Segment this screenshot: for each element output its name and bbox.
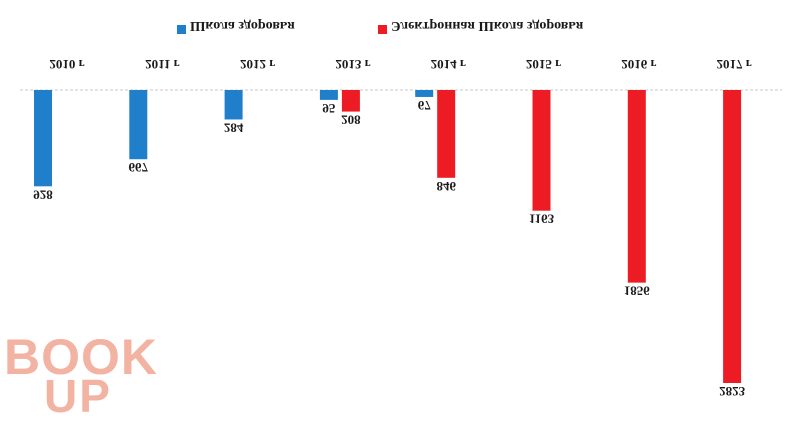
category-label: 2017 г [717,57,752,72]
data-label: 846 [436,179,456,194]
bar-school [224,90,243,120]
legend-label: Электронная Школа здоровья [391,18,584,33]
bar-school [319,90,338,100]
data-label: 284 [224,120,244,135]
bar-e-school [627,90,646,283]
data-label: 67 [418,98,432,113]
category-label: 2013 г [335,57,370,72]
data-label: 95 [322,101,336,116]
logo-text-line2: UP [44,370,112,422]
category-label: 2011 г [145,57,180,72]
data-label: 208 [341,113,361,128]
blue-square-marker [177,25,186,34]
category-label: 2015 г [526,57,561,72]
bar-school [34,90,52,187]
category-label: 2016 г [621,57,656,72]
data-label: 1163 [529,212,555,227]
bar-e-school [437,90,456,178]
legend-label: Школа здоровья [190,18,295,33]
red-square-marker [378,25,387,34]
data-label: 1856 [624,284,651,299]
data-label: 2823 [719,384,746,399]
legend: Школа здоровья Электронная Школа здоровья [177,18,584,34]
category-label: 2014 г [431,57,466,72]
bar-school [415,90,434,97]
data-label: 667 [129,160,149,175]
data-label: 928 [33,187,53,202]
bars [34,90,742,383]
category-label: 2010 г [49,57,84,72]
logo-text-line1: BOOK [4,329,158,385]
category-labels: 2010 г 2011 г 2012 г 2013 г 2014 г 2015 г 2016… [49,57,751,72]
bar-e-school [341,90,360,112]
bar-e-school [723,90,742,383]
data-labels: 928 667 284 95 67 208 846 1163 1856 2823 [33,98,745,399]
bar-school [129,90,148,160]
bar-e-school [532,90,551,211]
category-label: 2012 г [240,57,275,72]
